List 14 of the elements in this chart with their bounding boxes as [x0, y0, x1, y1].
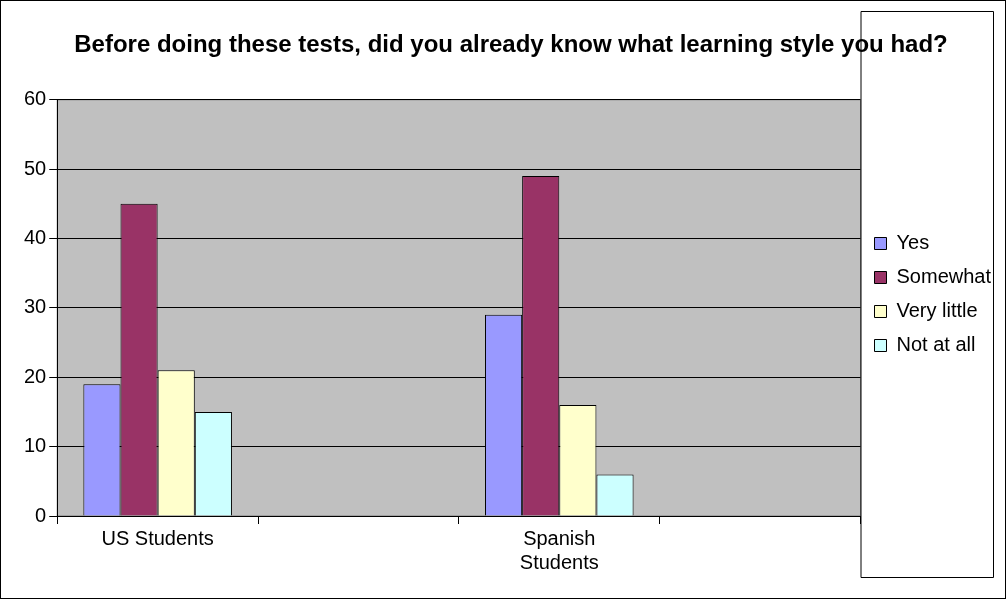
- legend-label: Yes: [896, 231, 930, 254]
- legend-label: Somewhat: [896, 265, 992, 288]
- y-tick-label: 40: [24, 226, 47, 249]
- y-tick-label: 20: [24, 364, 47, 387]
- y-tick-label: 0: [35, 503, 47, 526]
- y-tick-label: 10: [24, 434, 47, 457]
- x-tick-label: US Students: [101, 526, 214, 549]
- legend-label: Very little: [896, 299, 978, 322]
- y-tick-label: 50: [24, 156, 47, 179]
- y-tick-label: 30: [24, 295, 47, 318]
- chart-title: Before doing these tests, did you already know what learning style you had?: [74, 30, 948, 58]
- x-tick-label: Spanish Students: [519, 526, 599, 573]
- y-tick-label: 60: [24, 87, 47, 110]
- legend-label: Not at all: [896, 333, 976, 356]
